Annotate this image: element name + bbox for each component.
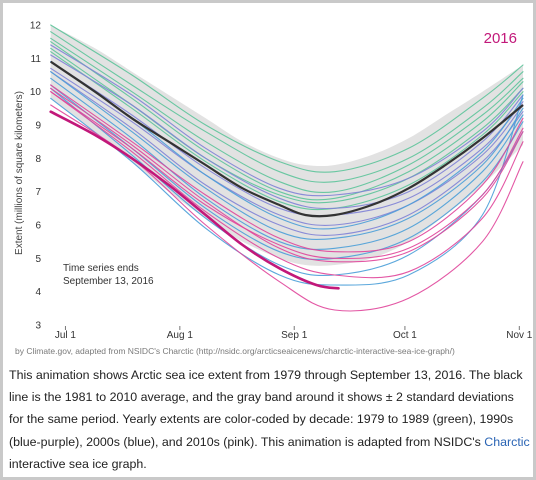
series-line-1980s-0 (50, 24, 524, 173)
y-tick-label: 6 (35, 221, 41, 232)
year-label: 2016 (484, 30, 517, 47)
std-dev-band (50, 25, 523, 266)
x-tick-label: Jul 1 (55, 330, 77, 341)
series-line-2000s-12 (50, 71, 524, 240)
series-line-2010s-19 (50, 84, 524, 253)
series-line-1980s-3 (50, 41, 524, 201)
series-line-2000s-16 (50, 94, 524, 286)
y-tick-label: 12 (30, 21, 42, 32)
series-line-2000s-13 (50, 77, 524, 250)
caption-text-end: interactive sea ice graph. (9, 456, 147, 471)
y-tick-label: 9 (35, 121, 41, 132)
credit-line: by Climate.gov, adapted from NSIDC's Cha… (15, 346, 455, 356)
series-line-1980s-2 (50, 37, 524, 193)
y-tick-label: 10 (30, 87, 42, 98)
series-line-2010s-17 (50, 91, 524, 260)
series-line-1990s-9 (50, 67, 524, 226)
series-line-2010s-20 (50, 91, 524, 279)
series-line-2016 (49, 110, 340, 290)
series-line-1980s-1 (50, 31, 524, 183)
series-line-1980s-5 (50, 51, 524, 211)
y-tick-label: 4 (35, 287, 41, 298)
series-line-1990s-10 (50, 71, 524, 236)
y-tick-label: 8 (35, 154, 41, 165)
sea-ice-chart: 3 4 5 6 7 8 9 10 11 12 Jul 1 Aug 1 Sep 1 Oct 1 Nov 1 E… (14, 21, 533, 342)
series-line-2010s-18 (50, 87, 524, 263)
time-series-note-line2: September 13, 2016 (63, 276, 154, 287)
charctic-link[interactable]: Charctic (484, 434, 530, 449)
x-tick-label: Oct 1 (393, 330, 417, 341)
caption: This animation shows Arctic sea ice exte… (9, 364, 531, 475)
y-axis-label: Extent (millions of square kilometers) (14, 91, 25, 255)
x-tick-label: Sep 1 (281, 330, 308, 341)
caption-text: This animation shows Arctic sea ice exte… (9, 368, 523, 449)
chart-average-group (50, 60, 524, 218)
chart-band-group (50, 25, 523, 266)
series-line-1990s-6 (50, 44, 524, 197)
series-line-1990s-7 (50, 54, 524, 210)
x-tick-label: Aug 1 (167, 330, 194, 341)
x-tick-label: Nov 1 (506, 330, 533, 341)
y-tick-label: 3 (35, 321, 41, 332)
y-tick-label: 5 (35, 254, 41, 265)
time-series-note-line1: Time series ends (63, 263, 139, 274)
average-line (50, 60, 524, 218)
y-tick-label: 11 (31, 54, 42, 65)
chart-axis-group: 3 4 5 6 7 8 9 10 11 12 Jul 1 Aug 1 Sep 1 Oct 1 Nov 1 (30, 21, 533, 342)
y-tick-label: 7 (35, 187, 41, 198)
figure-card: 3 4 5 6 7 8 9 10 11 12 Jul 1 Aug 1 Sep 1 Oct 1 Nov 1 E… (3, 3, 533, 477)
